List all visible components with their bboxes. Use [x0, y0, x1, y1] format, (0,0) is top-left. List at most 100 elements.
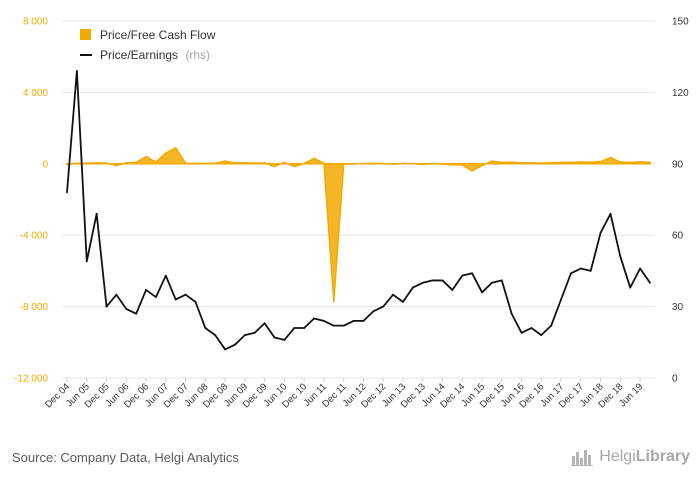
- data-point-pe: [570, 272, 572, 275]
- data-point-pe: [194, 300, 197, 303]
- data-point-pe: [323, 319, 325, 322]
- legend-swatch-pfcf: [80, 29, 91, 40]
- right-tick-label: 30: [672, 302, 684, 313]
- data-point-pfcf: [411, 162, 414, 165]
- data-point-pfcf: [145, 155, 147, 158]
- data-point-pfcf: [75, 162, 78, 165]
- left-tick-label: -12 000: [14, 374, 48, 385]
- data-point-pe: [224, 348, 227, 351]
- data-point-pfcf: [184, 162, 187, 165]
- data-point-pfcf: [155, 161, 157, 163]
- legend: Price/Free Cash Flow Price/Earnings (rhs…: [80, 28, 216, 62]
- source-note: Source: Company Data, Helgi Analytics: [12, 450, 239, 465]
- data-point-pe: [589, 270, 592, 272]
- data-point-pfcf: [431, 162, 434, 165]
- data-point-pfcf: [164, 152, 167, 154]
- legend-label-pe-text: Price/Earnings: [100, 48, 178, 62]
- data-point-pe: [95, 212, 98, 215]
- data-point-pfcf: [95, 162, 98, 164]
- data-point-pe: [66, 191, 68, 194]
- data-point-pe: [481, 291, 483, 294]
- data-point-pe: [520, 331, 523, 334]
- data-point-pfcf: [530, 162, 533, 164]
- data-point-pfcf: [589, 161, 592, 164]
- data-point-pfcf: [540, 162, 543, 164]
- data-point-pe: [490, 281, 493, 284]
- right-tick-label: 0: [672, 374, 678, 385]
- data-point-pe: [234, 343, 236, 346]
- data-point-pe: [342, 324, 345, 327]
- data-point-pe: [421, 281, 424, 284]
- data-point-pfcf: [570, 161, 572, 164]
- logo-text-strong: Library: [635, 448, 690, 465]
- data-point-pe: [619, 255, 622, 258]
- data-point-pfcf: [441, 163, 444, 165]
- data-point-pfcf: [105, 162, 108, 164]
- data-point-pe: [599, 231, 602, 234]
- data-point-pfcf: [619, 161, 622, 163]
- legend-label-pfcf: Price/Free Cash Flow: [100, 28, 216, 42]
- data-point-pfcf: [372, 162, 375, 165]
- data-point-pe: [204, 327, 207, 329]
- data-point-pfcf: [362, 162, 365, 165]
- data-point-pfcf: [293, 165, 296, 168]
- data-point-pe: [649, 281, 651, 284]
- data-point-pfcf: [125, 161, 128, 164]
- data-point-pe: [639, 267, 642, 270]
- data-point-pe: [155, 296, 157, 298]
- logo-text-light: Helgi: [599, 448, 636, 465]
- data-point-pe: [293, 327, 296, 329]
- data-point-pfcf: [520, 161, 523, 164]
- data-point-pe: [540, 334, 543, 337]
- left-y-axis: 8 000 4 000 0 -4 000 -8 000 -12 000: [14, 17, 48, 385]
- left-tick-label: -4 000: [20, 231, 49, 242]
- data-point-pfcf: [234, 162, 236, 164]
- right-tick-label: 60: [672, 231, 684, 242]
- data-point-pfcf: [204, 162, 207, 165]
- data-point-pfcf: [649, 161, 651, 164]
- data-point-pfcf: [550, 162, 553, 164]
- data-point-pe: [273, 336, 276, 339]
- data-point-pfcf: [500, 161, 503, 164]
- data-point-pe: [263, 322, 266, 325]
- data-point-pe: [392, 293, 394, 296]
- helgi-library-logo: HelgiLibrary: [571, 448, 690, 466]
- data-point-pe: [431, 279, 434, 282]
- legend-label-pe: Price/Earnings (rhs): [100, 48, 210, 62]
- data-point-pe: [184, 293, 187, 296]
- data-point-pfcf: [352, 163, 355, 165]
- series-area-pfcf: [66, 146, 651, 302]
- data-point-pe: [609, 212, 612, 215]
- data-point-pe: [243, 334, 246, 337]
- data-point-pe: [362, 319, 365, 322]
- chart: 8 000 4 000 0 -4 000 -8 000 -12 000 150 120 90 6…: [14, 17, 689, 411]
- data-point-pfcf: [253, 162, 256, 164]
- data-point-pfcf: [402, 162, 404, 165]
- data-point-pfcf: [421, 163, 424, 166]
- data-point-pe: [550, 324, 553, 327]
- left-tick-label: -8 000: [20, 302, 49, 313]
- right-y-axis: 150 120 90 60 30 0: [672, 17, 689, 385]
- data-point-pe: [85, 260, 88, 263]
- data-point-pfcf: [66, 163, 68, 166]
- data-point-pe: [352, 319, 355, 322]
- data-point-pe: [174, 298, 177, 301]
- data-point-pfcf: [313, 157, 315, 160]
- data-point-pfcf: [471, 170, 474, 172]
- data-point-pe: [164, 274, 167, 277]
- data-point-pe: [253, 331, 256, 334]
- data-point-pe: [530, 327, 533, 329]
- data-point-pfcf: [510, 161, 513, 164]
- data-point-pfcf: [115, 164, 118, 167]
- data-point-pe: [283, 339, 286, 341]
- data-point-pe: [560, 298, 562, 301]
- data-point-pfcf: [490, 160, 493, 163]
- data-point-pe: [411, 286, 414, 289]
- data-point-pfcf: [609, 156, 612, 159]
- data-point-pfcf: [481, 164, 483, 167]
- data-point-pe: [500, 279, 503, 282]
- series-line-pe: [66, 70, 651, 351]
- data-point-pfcf: [224, 160, 227, 163]
- data-point-pfcf: [639, 160, 642, 163]
